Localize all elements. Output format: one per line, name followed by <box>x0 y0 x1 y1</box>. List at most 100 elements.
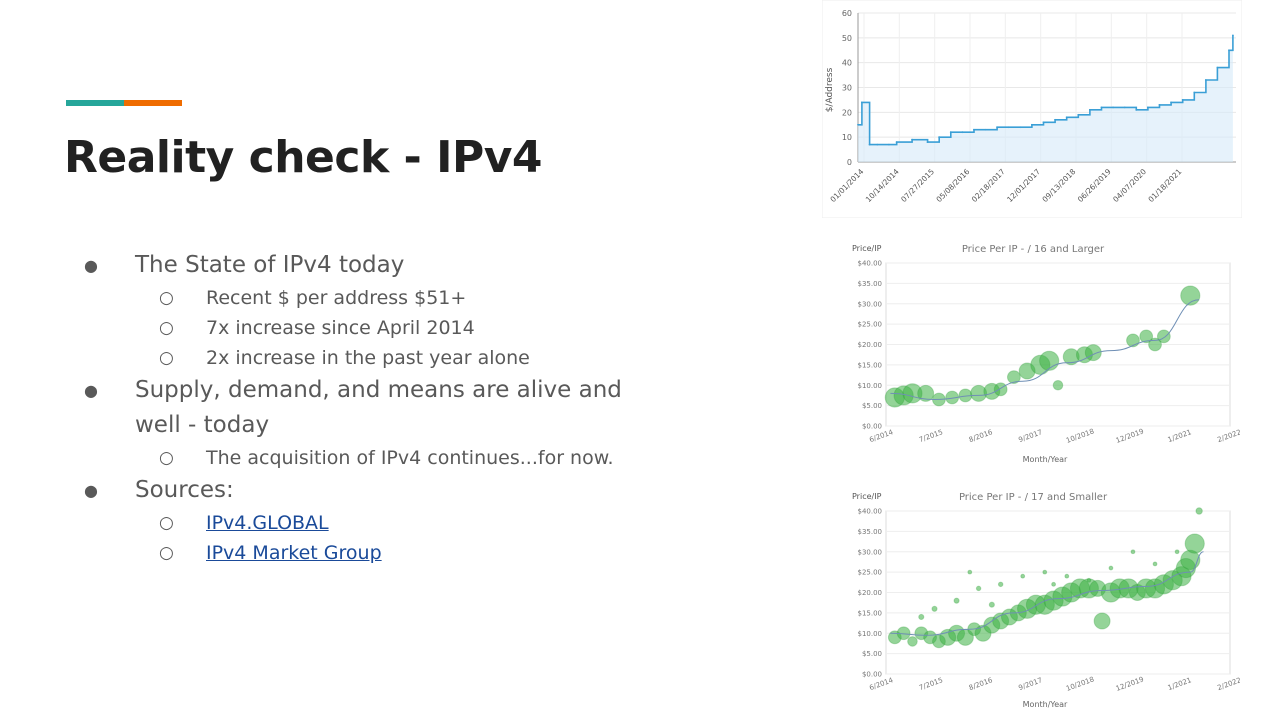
data-points <box>857 34 1234 146</box>
data-point <box>1112 106 1114 109</box>
y-tick-label: $20.00 <box>858 589 883 597</box>
price-per-ip-17-smaller-chart: Price Per IP - / 17 and Smaller Price/IP… <box>840 484 1240 710</box>
slide-title: Reality check - IPv4 <box>64 132 543 183</box>
bubble <box>1086 577 1092 583</box>
y-tick-label: $40.00 <box>858 508 883 516</box>
x-tick-label: 12/2019 <box>1115 427 1145 444</box>
bubble <box>918 613 925 621</box>
data-point <box>1170 101 1172 104</box>
x-axis-label: Month/Year <box>1023 700 1068 709</box>
y-tick-label: $40.00 <box>858 260 883 268</box>
x-tick-label: 2/2022 <box>1216 428 1240 444</box>
y-tick-label: $10.00 <box>858 630 883 638</box>
bullet-text: Sources: <box>135 477 234 503</box>
bubble <box>1156 329 1171 344</box>
data-point <box>949 131 952 134</box>
sub-list: Recent $ per address $51+ 7x increase si… <box>135 283 644 373</box>
data-point <box>1007 126 1010 129</box>
data-point <box>1100 106 1103 109</box>
y-tick-label: $5.00 <box>862 650 882 658</box>
data-point <box>1204 79 1207 81</box>
sub-bullet: IPv4.GLOBAL <box>135 508 644 538</box>
bubble <box>1139 329 1154 344</box>
bubble <box>967 569 973 575</box>
bubble <box>1130 549 1136 555</box>
bubble <box>1148 337 1162 352</box>
data-point <box>911 138 914 141</box>
source-link-ipv4-market-group[interactable]: IPv4 Market Group <box>206 542 382 564</box>
sub-bullet: The acquisition of IPv4 continues...for … <box>135 443 644 473</box>
x-tick-label: 9/2017 <box>1018 676 1044 692</box>
x-tick-label: 8/2016 <box>968 428 994 444</box>
y-tick-label: $5.00 <box>862 402 882 410</box>
x-tick-label: 1/2021 <box>1167 676 1193 692</box>
bullet-supply-demand: Supply, demand, and means are alive and … <box>84 373 644 473</box>
trend-line <box>890 299 1200 401</box>
data-point <box>961 131 964 134</box>
data-point <box>1193 91 1196 94</box>
bubble <box>1006 370 1021 385</box>
y-axis-label: Price/IP <box>852 244 882 253</box>
sub-bullet: 7x increase since April 2014 <box>135 313 644 343</box>
y-tick-label: 0 <box>847 158 852 167</box>
data-point <box>1065 116 1068 119</box>
data-point <box>1077 113 1080 116</box>
data-point <box>926 141 929 144</box>
y-tick-label: $25.00 <box>858 569 883 577</box>
y-tick-label: $35.00 <box>858 280 883 288</box>
data-point <box>973 128 975 131</box>
bubble <box>1064 573 1070 579</box>
bubble <box>907 636 918 647</box>
bubble <box>1051 581 1057 587</box>
data-point <box>984 128 987 131</box>
y-tick-label: $35.00 <box>858 528 883 536</box>
y-axis-label: $/Address <box>825 67 835 112</box>
data-point <box>1135 108 1138 111</box>
bullet-state-of-ipv4: The State of IPv4 today Recent $ per add… <box>84 248 644 373</box>
price-area <box>858 35 1233 162</box>
x-tick-label: 7/2015 <box>918 428 944 444</box>
y-tick-label: 30 <box>842 84 852 93</box>
sub-list: The acquisition of IPv4 continues...for … <box>135 443 644 473</box>
data-point <box>895 141 898 144</box>
data-point <box>1232 34 1234 37</box>
x-tick-label: 2/2022 <box>1216 676 1240 692</box>
data-point <box>1146 106 1149 109</box>
bubble <box>1108 565 1114 571</box>
data-point <box>938 136 941 139</box>
data-point <box>860 101 863 104</box>
data-point <box>1158 103 1161 106</box>
sub-bullet: IPv4 Market Group <box>135 538 644 568</box>
y-tick-label: $15.00 <box>858 361 883 369</box>
y-tick-label: $10.00 <box>858 382 883 390</box>
data-point <box>1054 118 1057 121</box>
data-point <box>1019 126 1022 129</box>
title-accent-orange <box>124 100 182 106</box>
bubble <box>988 601 995 608</box>
bullet-list: The State of IPv4 today Recent $ per add… <box>84 248 644 568</box>
y-tick-label: $15.00 <box>858 609 883 617</box>
bubble <box>1042 569 1048 575</box>
data-point <box>876 143 879 146</box>
y-tick-label: 60 <box>842 9 852 18</box>
data-point <box>1181 99 1184 101</box>
bubble <box>975 585 982 592</box>
data-point <box>888 143 890 146</box>
bubble <box>1174 549 1180 555</box>
y-tick-label: $0.00 <box>862 671 882 679</box>
sub-bullet: Recent $ per address $51+ <box>135 283 644 313</box>
x-tick-label: 10/2018 <box>1065 427 1095 444</box>
trend-line <box>890 551 1204 636</box>
y-tick-label: 20 <box>842 108 852 117</box>
title-accent-teal <box>66 100 126 106</box>
y-tick-label: $20.00 <box>858 341 883 349</box>
bullet-text: The State of IPv4 today <box>135 252 405 278</box>
bubbles <box>884 285 1201 408</box>
bullet-text: Supply, demand, and means are alive and … <box>135 377 622 438</box>
bubble <box>1093 612 1111 630</box>
source-link-ipv4-global[interactable]: IPv4.GLOBAL <box>206 512 329 534</box>
y-axis-label: Price/IP <box>852 492 882 501</box>
x-tick-label: 1/2021 <box>1167 428 1193 444</box>
bubble <box>931 605 938 612</box>
